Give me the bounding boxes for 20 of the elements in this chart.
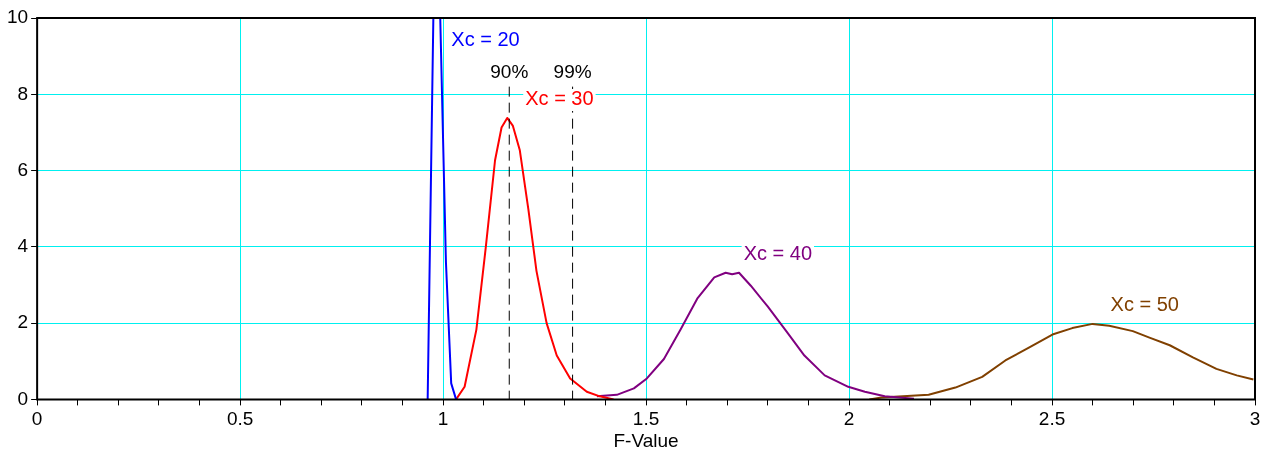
x-tick-label: 0.5 (226, 408, 254, 430)
x-tick-label: 1 (437, 408, 449, 430)
series-label: Xc = 20 (451, 27, 520, 50)
x-tick-label: 2 (843, 408, 855, 430)
x-tick-label: 3 (1249, 408, 1261, 430)
x-tick-label: 0 (31, 408, 43, 430)
y-tick-label: 8 (17, 82, 29, 104)
series-label: Xc = 30 (525, 87, 594, 110)
y-tick-label: 2 (17, 311, 29, 333)
x-axis-title: F-Value (613, 429, 679, 451)
y-tick-label: 0 (17, 387, 29, 409)
y-tick-label: 4 (17, 235, 29, 257)
series-label: Xc = 40 (743, 242, 813, 265)
annotation: 99% (553, 61, 592, 83)
y-tick-label: 6 (17, 158, 29, 180)
series-label: Xc = 50 (1110, 293, 1180, 316)
annotation: 90% (490, 61, 529, 83)
x-tick-label: 2.5 (1038, 408, 1066, 430)
x-tick-label: 1.5 (632, 408, 660, 430)
y-tick-label: 10 (6, 6, 29, 28)
